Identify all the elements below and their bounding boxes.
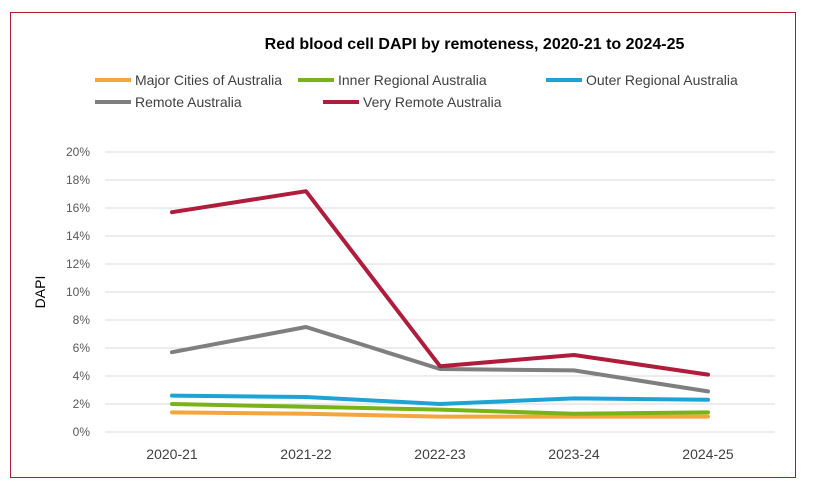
y-tick-label: 2% <box>73 397 91 411</box>
x-tick-label: 2024-25 <box>682 446 734 462</box>
y-tick-label: 16% <box>66 201 90 215</box>
x-tick-label: 2023-24 <box>548 446 600 462</box>
legend-label: Inner Regional Australia <box>338 72 487 88</box>
legend-swatch <box>546 78 582 82</box>
y-axis-label: DAPI <box>32 276 48 309</box>
series-line-inner-regional-australia <box>170 402 710 416</box>
x-tick-label: 2020-21 <box>146 446 198 462</box>
y-tick-label: 0% <box>73 425 91 439</box>
y-tick-label: 20% <box>66 145 90 159</box>
y-tick-label: 14% <box>66 229 90 243</box>
x-tick-label: 2022-23 <box>414 446 466 462</box>
series-line-outer-regional-australia <box>170 393 710 406</box>
legend-item: Very Remote Australia <box>323 94 502 110</box>
y-tick-label: 8% <box>73 313 91 327</box>
legend-item: Remote Australia <box>95 94 242 110</box>
y-tick-label: 10% <box>66 285 90 299</box>
legend-swatch <box>323 100 359 104</box>
legend-swatch <box>298 78 334 82</box>
legend-item: Major Cities of Australia <box>95 72 282 88</box>
x-tick-label: 2021-22 <box>280 446 332 462</box>
series-line-very-remote-australia <box>170 189 710 377</box>
series-line-major-cities-of-australia <box>170 410 710 419</box>
legend-item: Outer Regional Australia <box>546 72 738 88</box>
y-tick-label: 6% <box>73 341 91 355</box>
legend-label: Major Cities of Australia <box>135 72 283 88</box>
chart-border <box>10 12 796 478</box>
legend-item: Inner Regional Australia <box>298 72 487 88</box>
y-tick-label: 4% <box>73 369 91 383</box>
y-tick-label: 12% <box>66 257 90 271</box>
chart-title: Red blood cell DAPI by remoteness, 2020-… <box>264 36 685 53</box>
y-tick-label: 18% <box>66 173 90 187</box>
legend-label: Remote Australia <box>135 94 242 110</box>
series-line-remote-australia <box>170 325 710 394</box>
legend-label: Outer Regional Australia <box>586 72 738 88</box>
legend-label: Very Remote Australia <box>363 94 502 110</box>
legend-swatch <box>95 100 131 104</box>
legend-swatch <box>95 78 131 82</box>
